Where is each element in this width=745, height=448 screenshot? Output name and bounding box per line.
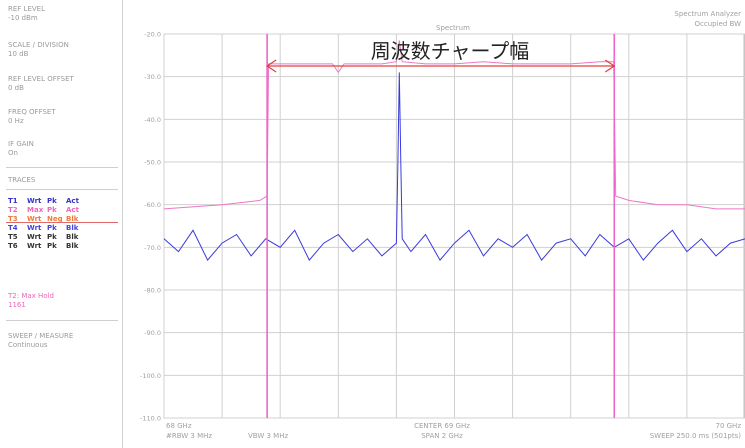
chirp-width-arrow <box>266 59 616 73</box>
ref-offset-label[interactable]: REF LEVEL OFFSET <box>8 75 74 83</box>
trace-id: T2 <box>8 206 18 214</box>
sweep-time: SWEEP 250.0 ms (501pts) <box>650 432 742 440</box>
panel-divider <box>122 0 123 448</box>
trace-state: Act <box>66 206 79 214</box>
vbw-value: VBW 3 MHz <box>248 432 288 440</box>
trace-mode: Wrt <box>27 242 42 250</box>
trace-row[interactable]: T4 Wrt Pk Blk <box>8 224 84 233</box>
ref-offset-value[interactable]: 0 dB <box>8 84 24 92</box>
freq-offset-label[interactable]: FREQ OFFSET <box>8 108 56 116</box>
trace-id: T6 <box>8 242 18 250</box>
live-trace <box>163 72 745 262</box>
chirp-width-label: 周波数チャープ幅 <box>371 39 530 63</box>
if-gain-value[interactable]: On <box>8 149 18 157</box>
app-name: Spectrum Analyzer <box>674 10 741 18</box>
scale-value[interactable]: 10 dB <box>8 50 29 58</box>
sidebar-divider <box>6 189 118 190</box>
spectrum-display[interactable]: Spectrum Spectrum Analyzer Occupied BW -… <box>124 0 745 448</box>
max-hold-count: 1161 <box>8 301 26 309</box>
trace-state: Blk <box>66 215 79 223</box>
grid <box>163 33 745 419</box>
span-value: SPAN 2 GHz <box>421 432 463 440</box>
trace-row[interactable]: T2 Max Pk Act <box>8 206 84 215</box>
trace-state: Blk <box>66 224 79 232</box>
measurement-mode: Occupied BW <box>694 20 741 28</box>
trace-mode: Wrt <box>27 224 42 232</box>
stop-frequency: 70 GHz <box>716 422 742 430</box>
bandwidth-markers <box>266 34 616 418</box>
trace-id: T4 <box>8 224 18 232</box>
y-tick-label: -90.0 <box>144 329 161 337</box>
y-tick-label: -110.0 <box>140 415 161 423</box>
trace-detector: Pk <box>47 242 57 250</box>
trace-detector: Pk <box>47 206 57 214</box>
rbw-value: #RBW 3 MHz <box>166 432 212 440</box>
spectrum-plot[interactable]: -20.0 -30.0 -40.0 -50.0 -60.0 -70.0 -80.0 -90.0… <box>124 0 745 448</box>
trace-row[interactable]: T6 Wrt Pk Blk <box>8 242 84 251</box>
start-frequency: 68 GHz <box>166 422 192 430</box>
chart-header-title: Spectrum <box>436 24 470 32</box>
scale-label[interactable]: SCALE / DIVISION <box>8 41 69 49</box>
y-tick-label: -40.0 <box>144 116 161 124</box>
trace-mode: Wrt <box>27 233 42 241</box>
arrow-head-right <box>604 59 616 73</box>
max-hold-label: T2: Max Hold <box>8 292 54 300</box>
trace-detector: Neg <box>47 215 63 223</box>
sidebar-divider <box>6 320 118 321</box>
max-hold-trace <box>163 40 745 210</box>
trace-state: Blk <box>66 242 79 250</box>
trace-mode: Wrt <box>27 215 42 223</box>
freq-offset-value[interactable]: 0 Hz <box>8 117 24 125</box>
if-gain-label[interactable]: IF GAIN <box>8 140 34 148</box>
settings-sidebar: REF LEVEL -10 dBm SCALE / DIVISION 10 dB… <box>0 0 122 448</box>
trace-detector: Pk <box>47 224 57 232</box>
trace-row[interactable]: T3 Wrt Neg Blk <box>8 215 84 224</box>
y-tick-label: -70.0 <box>144 244 161 252</box>
trace-state: Act <box>66 197 79 205</box>
trace-mode: Max <box>27 206 44 214</box>
arrow-head-left <box>266 59 277 73</box>
sweep-label[interactable]: SWEEP / MEASURE <box>8 332 74 340</box>
y-tick-label: -30.0 <box>144 73 161 81</box>
trace-detector: Pk <box>47 197 57 205</box>
ref-level-label[interactable]: REF LEVEL <box>8 5 45 13</box>
ref-level-value[interactable]: -10 dBm <box>8 14 38 22</box>
trace-id: T3 <box>8 215 18 223</box>
trace-row[interactable]: T1 Wrt Pk Act <box>8 197 84 206</box>
y-tick-label: -100.0 <box>140 372 161 380</box>
trace-detector: Pk <box>47 233 57 241</box>
y-tick-label: -50.0 <box>144 159 161 167</box>
sweep-value[interactable]: Continuous <box>8 341 48 349</box>
trace-id: T1 <box>8 197 18 205</box>
y-tick-label: -80.0 <box>144 287 161 295</box>
trace-state: Blk <box>66 233 79 241</box>
center-frequency: CENTER 69 GHz <box>414 422 470 430</box>
y-tick-label: -20.0 <box>144 31 161 39</box>
sidebar-divider <box>6 167 118 168</box>
trace-mode: Wrt <box>27 197 42 205</box>
trace-row[interactable]: T5 Wrt Pk Blk <box>8 233 84 242</box>
y-axis-ticks: -20.0 -30.0 -40.0 -50.0 -60.0 -70.0 -80.0 -90.0… <box>140 31 161 423</box>
y-tick-label: -60.0 <box>144 201 161 209</box>
trace-id: T5 <box>8 233 18 241</box>
trace-selection-underline <box>6 222 118 223</box>
traces-label: TRACES <box>8 176 36 184</box>
